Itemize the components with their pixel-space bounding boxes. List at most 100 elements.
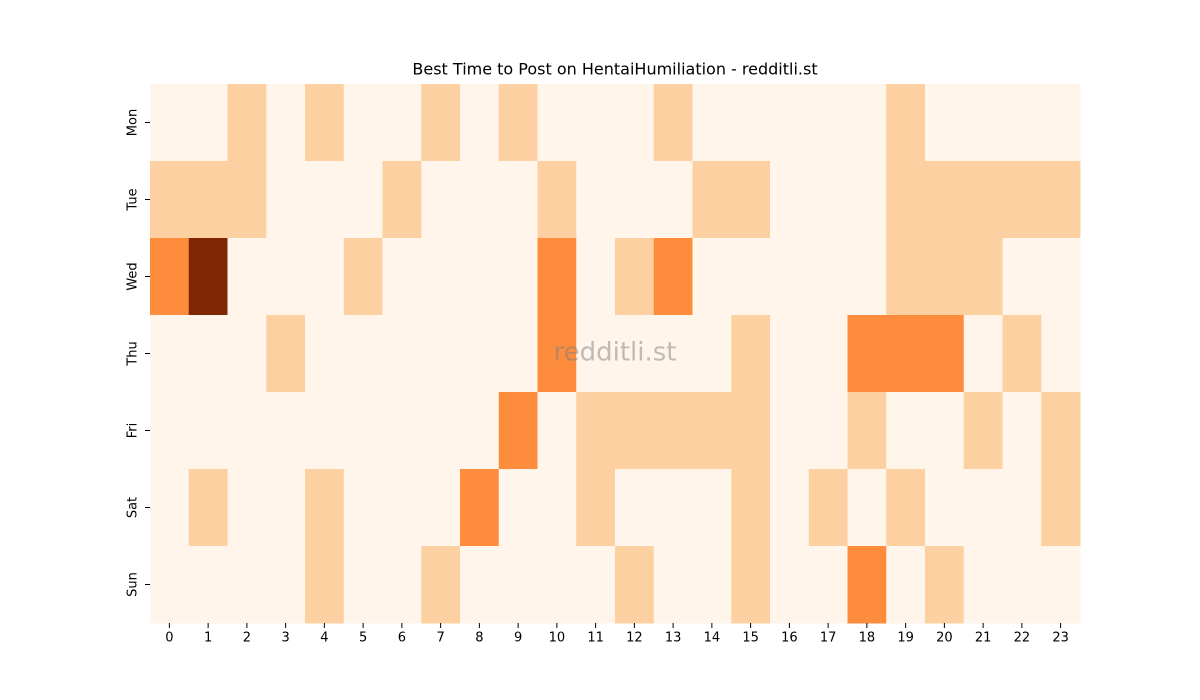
heatmap-cells bbox=[150, 84, 1081, 624]
heat-cell bbox=[653, 469, 693, 547]
heat-cell bbox=[886, 238, 926, 316]
heat-cell bbox=[692, 161, 732, 239]
heat-cell bbox=[615, 546, 655, 624]
x-tick-label: 2 bbox=[243, 631, 251, 646]
heat-cell bbox=[692, 392, 732, 470]
heat-cell bbox=[615, 392, 655, 470]
x-tick-label: 3 bbox=[281, 631, 289, 646]
heat-cell bbox=[963, 161, 1003, 239]
heat-cell bbox=[692, 315, 732, 393]
heat-cell bbox=[227, 392, 267, 470]
heat-cell bbox=[343, 84, 383, 162]
heat-cell bbox=[343, 469, 383, 547]
x-tick-label: 14 bbox=[704, 631, 721, 646]
x-tick-label: 4 bbox=[320, 631, 328, 646]
heat-cell bbox=[343, 392, 383, 470]
heat-cell bbox=[808, 469, 848, 547]
x-tick-label: 6 bbox=[398, 631, 406, 646]
heat-cell bbox=[808, 161, 848, 239]
heat-cell bbox=[1002, 84, 1042, 162]
heat-cell bbox=[305, 469, 345, 547]
y-tick-label: Tue bbox=[126, 188, 141, 211]
heat-cell bbox=[808, 84, 848, 162]
heat-cell bbox=[925, 469, 965, 547]
heat-cell bbox=[382, 84, 422, 162]
x-tick-label: 16 bbox=[781, 631, 798, 646]
heat-cell bbox=[150, 315, 190, 393]
heat-cell bbox=[460, 161, 500, 239]
heat-cell bbox=[382, 315, 422, 393]
heat-cell bbox=[460, 84, 500, 162]
heat-cell bbox=[925, 392, 965, 470]
heat-cell bbox=[847, 546, 887, 624]
y-tick-label: Fri bbox=[126, 423, 141, 439]
heat-cell bbox=[343, 315, 383, 393]
heat-cell bbox=[847, 161, 887, 239]
heat-cell bbox=[770, 161, 810, 239]
heat-cell bbox=[653, 238, 693, 316]
heat-cell bbox=[460, 315, 500, 393]
x-tick-label: 1 bbox=[204, 631, 212, 646]
heat-cell bbox=[576, 161, 616, 239]
heat-cell bbox=[1002, 238, 1042, 316]
heat-cell bbox=[731, 238, 771, 316]
x-tick-label: 0 bbox=[165, 631, 173, 646]
heat-cell bbox=[886, 392, 926, 470]
heat-cell bbox=[653, 546, 693, 624]
heat-cell bbox=[150, 392, 190, 470]
heat-cell bbox=[150, 238, 190, 316]
heat-cell bbox=[963, 546, 1003, 624]
heat-cell bbox=[537, 546, 577, 624]
heat-cell bbox=[1002, 315, 1042, 393]
heat-cell bbox=[460, 392, 500, 470]
heat-cell bbox=[576, 469, 616, 547]
heat-cell bbox=[770, 392, 810, 470]
heat-cell bbox=[537, 161, 577, 239]
y-tick-label: Sat bbox=[126, 497, 141, 518]
heat-cell bbox=[266, 546, 306, 624]
heat-cell bbox=[188, 161, 228, 239]
heat-cell bbox=[653, 392, 693, 470]
heat-cell bbox=[576, 315, 616, 393]
heat-cell bbox=[731, 469, 771, 547]
heat-cell bbox=[382, 392, 422, 470]
heat-cell bbox=[188, 392, 228, 470]
x-tick-label: 20 bbox=[936, 631, 953, 646]
heat-cell bbox=[305, 392, 345, 470]
heat-cell bbox=[537, 238, 577, 316]
heat-cell bbox=[847, 315, 887, 393]
heat-cell bbox=[498, 315, 538, 393]
heat-cell bbox=[653, 161, 693, 239]
heat-cell bbox=[305, 161, 345, 239]
heat-cell bbox=[886, 84, 926, 162]
y-tick-label: Wed bbox=[126, 262, 141, 290]
heat-cell bbox=[770, 238, 810, 316]
heat-cell bbox=[847, 469, 887, 547]
heat-cell bbox=[150, 546, 190, 624]
heat-cell bbox=[692, 546, 732, 624]
heat-cell bbox=[498, 469, 538, 547]
x-tick-label: 19 bbox=[897, 631, 914, 646]
heat-cell bbox=[1002, 161, 1042, 239]
heat-cell bbox=[731, 546, 771, 624]
heat-cell bbox=[847, 392, 887, 470]
heat-cell bbox=[770, 84, 810, 162]
heat-cell bbox=[382, 546, 422, 624]
heat-cell bbox=[692, 84, 732, 162]
heat-cell bbox=[731, 84, 771, 162]
heat-cell bbox=[886, 315, 926, 393]
heat-cell bbox=[537, 469, 577, 547]
heat-cell bbox=[266, 84, 306, 162]
x-tick-label: 15 bbox=[742, 631, 759, 646]
heat-cell bbox=[925, 238, 965, 316]
heat-cell bbox=[227, 546, 267, 624]
heat-cell bbox=[886, 469, 926, 547]
y-tick-label: Mon bbox=[126, 109, 141, 136]
heat-cell bbox=[1041, 238, 1081, 316]
heat-cell bbox=[537, 315, 577, 393]
heat-cell bbox=[770, 469, 810, 547]
heat-cell bbox=[150, 161, 190, 239]
heat-cell bbox=[886, 161, 926, 239]
heat-cell bbox=[1041, 315, 1081, 393]
x-tick-label: 9 bbox=[514, 631, 522, 646]
